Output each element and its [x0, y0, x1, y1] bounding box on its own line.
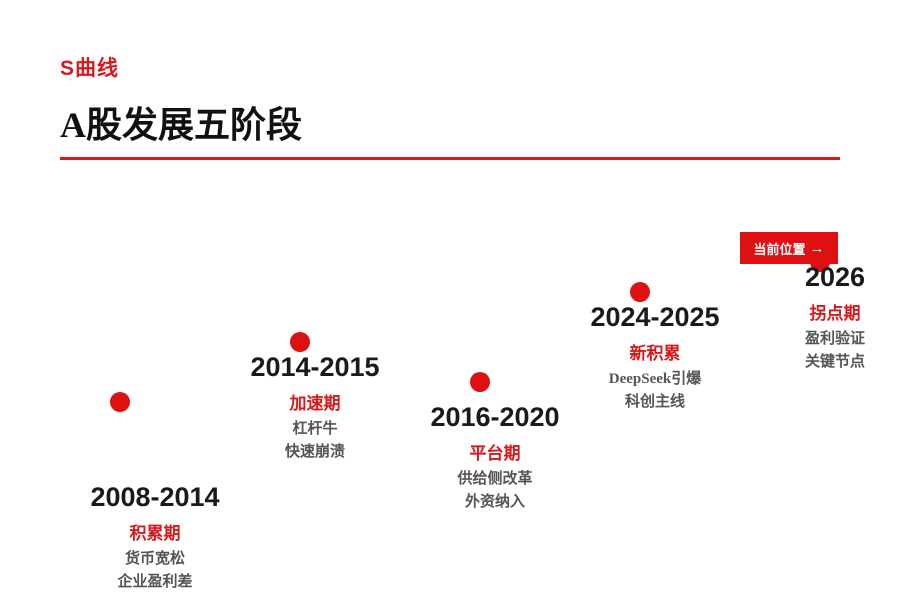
- stage-desc-line: 盈利验证: [804, 331, 865, 347]
- kicker-label: S曲线: [60, 57, 120, 80]
- stage-1: 2008-2014 积累期 货币宽松 企业盈利差: [55, 481, 255, 594]
- stage-4: 2024-2025 新积累 DeepSeek引爆 科创主线: [555, 301, 755, 414]
- stage-years: 2016-2020: [430, 402, 560, 432]
- stage-phase: 加速期: [289, 394, 341, 413]
- stage-phase: 新积累: [629, 344, 681, 363]
- page-title: A股发展五阶段: [60, 105, 302, 145]
- stage-desc-line: 科创主线: [624, 394, 685, 410]
- stage-dot-1: [110, 392, 130, 412]
- stage-phase: 平台期: [469, 444, 521, 463]
- stage-years: 2024-2025: [590, 302, 720, 332]
- stage-dot-3: [470, 372, 490, 392]
- stage-desc-line: 货币宽松: [124, 551, 185, 567]
- stage-dot-4: [630, 282, 650, 302]
- stage-desc-line: DeepSeek引爆: [608, 371, 702, 387]
- stage-dot-5: [810, 252, 830, 272]
- stage-desc-line: 供给侧改革: [457, 471, 533, 487]
- stage-5: 2026 拐点期 盈利验证 关键节点: [735, 261, 900, 374]
- stage-desc-line: 企业盈利差: [117, 574, 193, 590]
- stage-phase: 拐点期: [809, 304, 861, 323]
- stage-years: 2014-2015: [250, 352, 380, 382]
- stage-desc-line: 外资纳入: [464, 494, 525, 510]
- stage-desc-line: 杠杆牛: [292, 421, 338, 437]
- stage-phase: 积累期: [129, 524, 181, 543]
- stage-dot-2: [290, 332, 310, 352]
- stage-2: 2014-2015 加速期 杠杆牛 快速崩溃: [215, 351, 415, 464]
- stage-years: 2008-2014: [90, 482, 220, 512]
- title-divider: [60, 157, 840, 160]
- stage-desc-line: 快速崩溃: [284, 444, 345, 460]
- stage-years: 2026: [804, 262, 866, 292]
- current-position-label: 当前位置: [753, 241, 806, 257]
- stage-3: 2016-2020 平台期 供给侧改革 外资纳入: [395, 401, 595, 514]
- stage-desc-line: 关键节点: [804, 354, 865, 370]
